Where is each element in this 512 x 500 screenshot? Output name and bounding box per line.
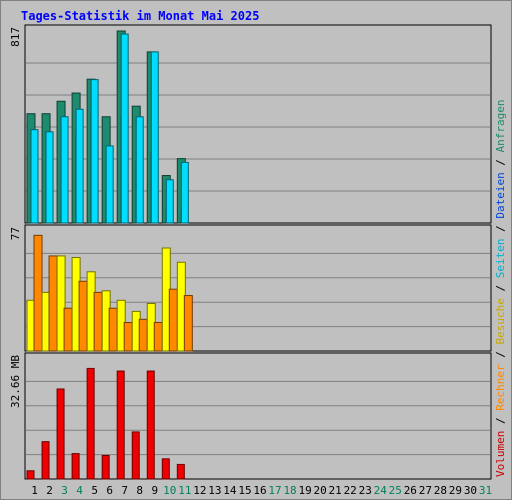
chart-title: Tages-Statistik im Monat Mai 2025 xyxy=(21,9,259,23)
bar-volumen-day-4 xyxy=(71,453,80,480)
bar-volumen-day-11 xyxy=(176,463,185,480)
bar-volumen-day-8 xyxy=(131,431,140,480)
x-tick-label-day-2: 2 xyxy=(46,484,53,497)
panel-bottom: 32.66 MB xyxy=(9,352,492,480)
x-tick-label-day-24: 24 xyxy=(374,484,388,497)
x-tick-label-day-28: 28 xyxy=(434,484,447,497)
x-tick-label-day-21: 21 xyxy=(329,484,342,497)
bar-rechner-day-1 xyxy=(33,234,43,352)
legend-item-dateien: Dateien xyxy=(494,172,507,218)
x-tick-label-day-8: 8 xyxy=(136,484,143,497)
bar-volumen-day-2 xyxy=(41,441,50,480)
bar-volumen-day-1 xyxy=(26,470,35,480)
x-tick-label-day-9: 9 xyxy=(151,484,158,497)
panel-middle-max-label: 77 xyxy=(9,227,22,240)
panel-top: 817 xyxy=(9,24,492,224)
bar-rechner-day-7 xyxy=(123,321,133,352)
panel-middle: 77 xyxy=(9,224,492,352)
bar-seiten-day-11 xyxy=(180,161,189,224)
x-tick-label-day-22: 22 xyxy=(344,484,357,497)
x-tick-label-day-27: 27 xyxy=(419,484,432,497)
bar-seiten-day-10 xyxy=(165,179,174,224)
x-tick-label-day-3: 3 xyxy=(61,484,68,497)
panel-bottom-plot-area xyxy=(24,352,492,480)
x-tick-label-day-16: 16 xyxy=(253,484,266,497)
bar-besuche-day-3 xyxy=(56,255,66,352)
legend-separator: / xyxy=(494,345,507,365)
chart-panels: 817 77 32.66 MB xyxy=(9,24,492,480)
bar-volumen-day-6 xyxy=(101,454,110,480)
x-tick-label-day-17: 17 xyxy=(268,484,281,497)
bar-volumen-day-5 xyxy=(86,367,95,480)
bar-seiten-day-5 xyxy=(90,79,99,224)
bar-seiten-day-2 xyxy=(45,131,54,224)
x-tick-label-day-23: 23 xyxy=(359,484,372,497)
legend-separator: / xyxy=(494,219,507,239)
bar-volumen-day-3 xyxy=(56,388,65,480)
x-tick-label-day-30: 30 xyxy=(464,484,477,497)
bar-seiten-day-8 xyxy=(135,116,144,224)
bar-rechner-day-10 xyxy=(168,288,178,352)
x-tick-label-day-19: 19 xyxy=(298,484,311,497)
legend: Volumen / Rechner / Besuche / Seiten / D… xyxy=(494,99,507,477)
bar-volumen-day-9 xyxy=(146,370,155,480)
x-tick-label-day-13: 13 xyxy=(208,484,221,497)
bar-seiten-day-6 xyxy=(105,145,114,224)
x-tick-label-day-26: 26 xyxy=(404,484,417,497)
x-tick-label-day-11: 11 xyxy=(178,484,191,497)
legend-separator: / xyxy=(494,411,507,431)
x-tick-label-day-4: 4 xyxy=(76,484,83,497)
x-tick-label-day-7: 7 xyxy=(121,484,128,497)
bar-rechner-day-4 xyxy=(78,280,88,352)
x-tick-label-day-5: 5 xyxy=(91,484,98,497)
bar-seiten-day-4 xyxy=(75,108,84,224)
bar-seiten-day-3 xyxy=(60,116,69,224)
bar-rechner-day-8 xyxy=(138,318,148,352)
legend-item-seiten: Seiten xyxy=(494,239,507,279)
bar-volumen-day-7 xyxy=(116,370,125,480)
legend-separator: / xyxy=(494,278,507,298)
x-tick-label-day-6: 6 xyxy=(106,484,113,497)
bar-rechner-day-9 xyxy=(153,321,163,352)
bar-rechner-day-5 xyxy=(93,291,103,352)
bar-volumen-day-10 xyxy=(161,458,170,480)
x-tick-label-day-15: 15 xyxy=(238,484,251,497)
x-tick-label-day-1: 1 xyxy=(31,484,38,497)
x-tick-label-day-31: 31 xyxy=(479,484,492,497)
bar-seiten-day-9 xyxy=(150,51,159,224)
x-tick-label-day-14: 14 xyxy=(223,484,237,497)
legend-item-rechner: Rechner xyxy=(494,364,507,411)
bar-rechner-day-3 xyxy=(63,307,73,352)
legend-text: Volumen / Rechner / Besuche / Seiten / D… xyxy=(494,99,507,477)
panel-bottom-max-label: 32.66 MB xyxy=(9,355,22,408)
panel-top-max-label: 817 xyxy=(9,27,22,47)
bar-rechner-day-11 xyxy=(183,295,193,352)
x-tick-label-day-18: 18 xyxy=(283,484,296,497)
legend-item-anfragen: Anfragen xyxy=(494,99,507,152)
x-tick-label-day-12: 12 xyxy=(193,484,206,497)
legend-separator: / xyxy=(494,152,507,172)
x-axis-day-labels: 1 2 3 4 5 6 7 8 9 10 11 12 13 14 15 16 17 18 19 20 21 22 23 24 2… xyxy=(31,484,492,497)
legend-item-besuche: Besuche xyxy=(494,298,507,344)
bar-rechner-day-6 xyxy=(108,307,118,352)
x-tick-label-day-25: 25 xyxy=(389,484,402,497)
x-tick-label-day-29: 29 xyxy=(449,484,462,497)
x-tick-label-day-10: 10 xyxy=(163,484,176,497)
bar-seiten-day-7 xyxy=(120,33,129,224)
bar-rechner-day-2 xyxy=(48,255,58,352)
x-tick-label-day-20: 20 xyxy=(314,484,327,497)
legend-item-volumen: Volumen xyxy=(494,431,507,477)
bar-seiten-day-1 xyxy=(30,129,39,224)
